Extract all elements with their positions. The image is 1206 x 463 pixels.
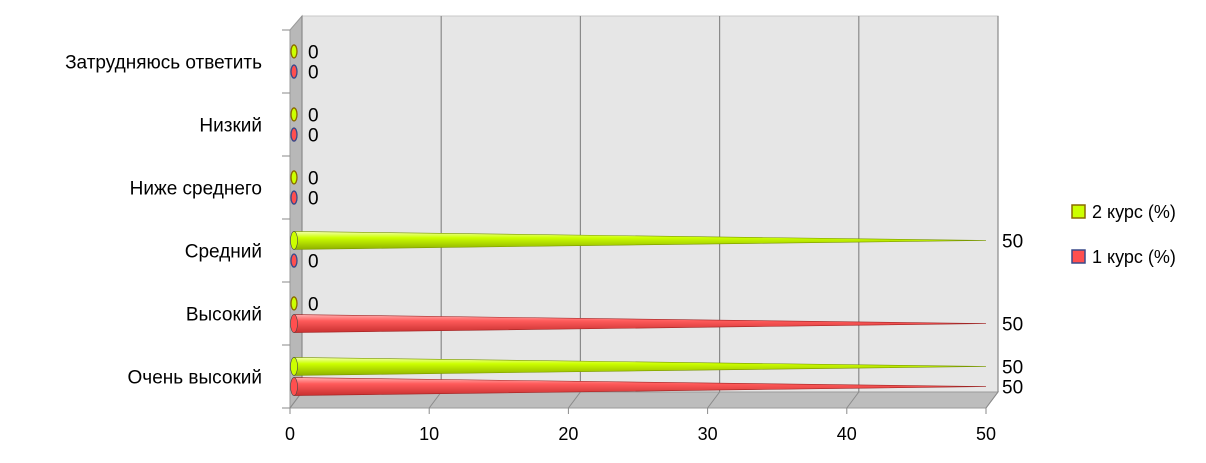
category-label-4: Ниже среднего — [130, 179, 262, 200]
x-tick-label: 20 — [558, 424, 578, 444]
x-tick-label: 50 — [976, 424, 996, 444]
x-tick-label: 10 — [419, 424, 439, 444]
zero-marker-kurs2-высокий — [290, 296, 298, 311]
data-label: 0 — [308, 189, 319, 210]
legend-swatch — [1071, 204, 1086, 219]
category-label-2: Высокий — [186, 305, 262, 326]
category-label-1: Очень высокий — [128, 368, 262, 389]
legend-swatch — [1071, 249, 1086, 264]
data-label: 0 — [308, 126, 319, 147]
zero-marker-kurs1-низкий — [290, 127, 298, 142]
plot-wall — [289, 14, 999, 410]
data-label: 0 — [308, 168, 319, 189]
value-axis: 0 10 20 30 40 50 — [285, 424, 996, 444]
data-label: 0 — [308, 294, 319, 315]
category-label-5: Низкий — [199, 116, 262, 137]
x-tick-label: 40 — [837, 424, 857, 444]
data-label: 0 — [308, 105, 319, 126]
back-wall — [301, 15, 999, 393]
cone-base-kurs2-очень-высокий — [290, 357, 298, 376]
data-series — [290, 44, 987, 396]
x-tick-label: 30 — [698, 424, 718, 444]
gridline-floor-30 — [707, 391, 720, 409]
zero-marker-kurs1-средний — [290, 253, 298, 268]
data-label: 50 — [1002, 357, 1023, 378]
gridline-floor-50 — [985, 391, 999, 409]
zero-marker-kurs2-затрудняюсь-ответить — [290, 44, 298, 59]
gridline-floor-40 — [846, 391, 860, 409]
category-label-6: Затрудняюсь ответить — [65, 53, 262, 74]
zero-marker-kurs2-низкий — [290, 107, 298, 122]
legend-label: 2 курс (%) — [1092, 202, 1176, 222]
category-axis: Очень высокий Высокий Средний Ниже среднего… — [65, 29, 290, 409]
data-label: 0 — [308, 42, 319, 63]
cone-base-kurs1-высокий — [290, 314, 298, 333]
data-label: 50 — [1002, 231, 1023, 252]
data-label: 50 — [1002, 315, 1023, 336]
cone-base-kurs2-средний — [290, 231, 298, 250]
zero-marker-kurs1-затрудняюсь-ответить — [290, 64, 298, 79]
zero-marker-kurs1-ниже-среднего — [290, 190, 298, 205]
category-label-3: Средний — [185, 242, 262, 263]
zero-marker-kurs2-ниже-среднего — [290, 170, 298, 185]
legend-label: 1 курс (%) — [1092, 247, 1176, 267]
x-tick-label: 0 — [285, 424, 295, 444]
gridline-floor-10 — [428, 391, 442, 409]
data-label: 0 — [308, 252, 319, 273]
data-label: 50 — [1002, 378, 1023, 399]
cone-base-kurs1-очень-высокий — [290, 377, 298, 396]
data-label: 0 — [308, 63, 319, 84]
gridline-floor-20 — [568, 391, 581, 409]
legend: 2 курс (%) 1 курс (%) — [1071, 202, 1176, 267]
